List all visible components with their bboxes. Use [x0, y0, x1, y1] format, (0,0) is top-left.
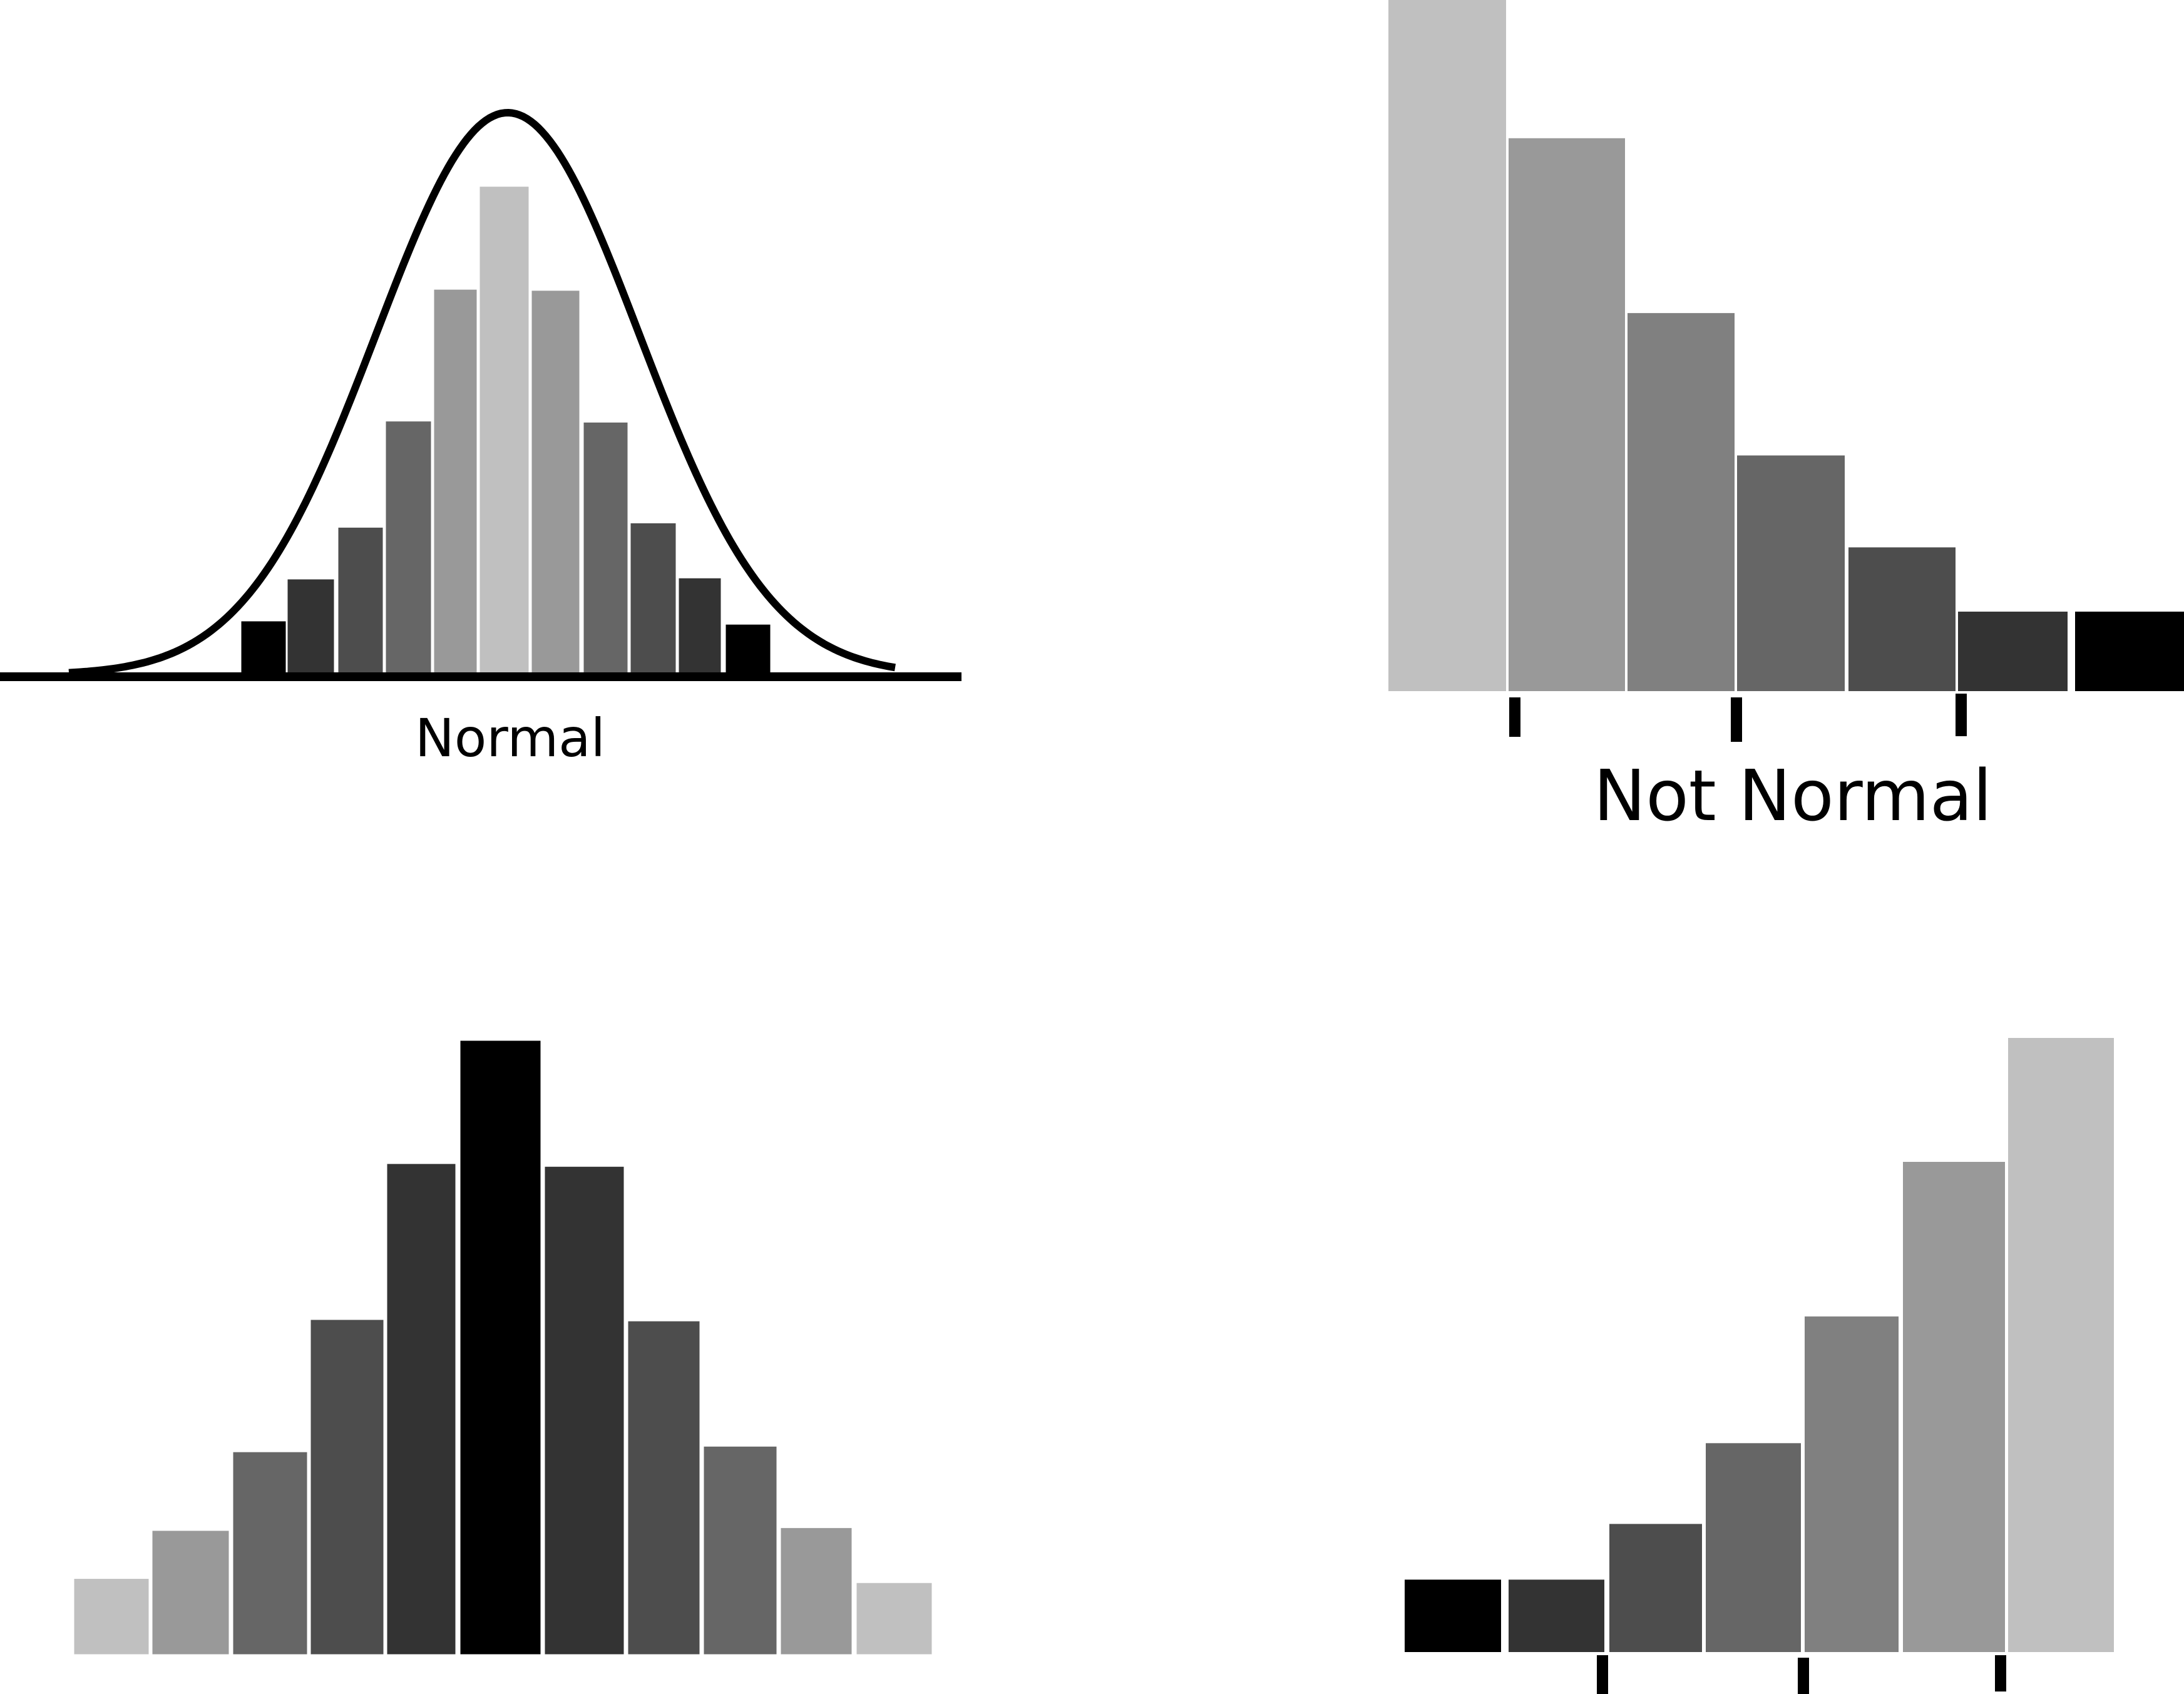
- bar-top-right-5: [1848, 547, 1956, 691]
- bar-top-left-8: [582, 420, 630, 676]
- bar-bottom-left-4: [309, 1318, 386, 1656]
- bar-top-left-4: [384, 419, 433, 676]
- bar-top-right-1: [1388, 0, 1506, 691]
- chart-left-skewed-histogram: [1405, 1038, 2114, 1694]
- bar-bottom-right-6: [1903, 1161, 2005, 1652]
- bar-bottom-left-10: [779, 1526, 854, 1656]
- bar-bottom-right-3: [1609, 1524, 1702, 1652]
- bar-top-left-2: [285, 577, 336, 676]
- bar-bottom-left-11: [854, 1581, 934, 1656]
- caption-normal: Normal: [415, 707, 605, 769]
- tick-mark-top-right-2: [1731, 697, 1742, 742]
- tick-mark-bottom-right-2: [1798, 1658, 1809, 1694]
- bar-top-right-3: [1628, 313, 1735, 691]
- bar-bottom-left-8: [626, 1319, 702, 1656]
- bar-top-left-10: [677, 576, 723, 676]
- bar-bottom-right-7: [2008, 1038, 2114, 1652]
- bar-top-left-7: [530, 289, 582, 676]
- bar-bottom-right-1: [1405, 1579, 1501, 1652]
- normal-curve-line: [68, 109, 896, 677]
- bar-bottom-left-9: [702, 1444, 779, 1656]
- bar-top-right-6: [1958, 612, 2068, 691]
- tick-mark-bottom-right-1: [1597, 1655, 1608, 1694]
- tick-mark-bottom-right-3: [1995, 1655, 2006, 1691]
- bar-top-left-11: [724, 622, 772, 676]
- bar-bottom-left-1: [72, 1577, 151, 1656]
- bar-bottom-left-7: [543, 1164, 626, 1656]
- chart-normal-histogram: [0, 109, 961, 681]
- bar-top-right-7: [2075, 612, 2184, 691]
- bar-top-right-2: [1509, 138, 1625, 692]
- bar-bottom-left-5: [385, 1162, 458, 1656]
- bar-top-left-9: [628, 521, 678, 676]
- bar-bottom-right-5: [1805, 1316, 1899, 1652]
- bar-bottom-left-2: [150, 1529, 231, 1656]
- chart-symmetric-histogram: [72, 1039, 934, 1656]
- chart-right-skewed-histogram: [1388, 0, 2184, 742]
- caption-not-normal: Not Normal: [1593, 756, 1992, 837]
- bar-top-right-4: [1737, 455, 1845, 691]
- bar-top-left-1: [239, 619, 288, 676]
- tick-mark-top-right-3: [1956, 694, 1967, 736]
- bar-bottom-left-3: [231, 1450, 309, 1656]
- bar-top-left-3: [336, 525, 385, 676]
- tick-mark-top-right-1: [1509, 697, 1520, 737]
- bar-top-left-6: [478, 185, 531, 676]
- bar-bottom-left-6: [458, 1039, 543, 1656]
- bar-top-left-5: [432, 287, 479, 676]
- bar-bottom-right-2: [1509, 1579, 1604, 1652]
- bar-bottom-right-4: [1706, 1443, 1801, 1652]
